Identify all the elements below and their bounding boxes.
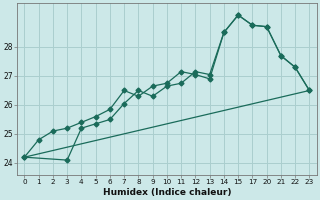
X-axis label: Humidex (Indice chaleur): Humidex (Indice chaleur) xyxy=(103,188,231,197)
